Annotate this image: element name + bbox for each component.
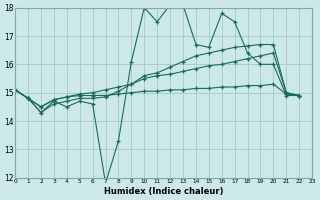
X-axis label: Humidex (Indice chaleur): Humidex (Indice chaleur): [104, 187, 223, 196]
